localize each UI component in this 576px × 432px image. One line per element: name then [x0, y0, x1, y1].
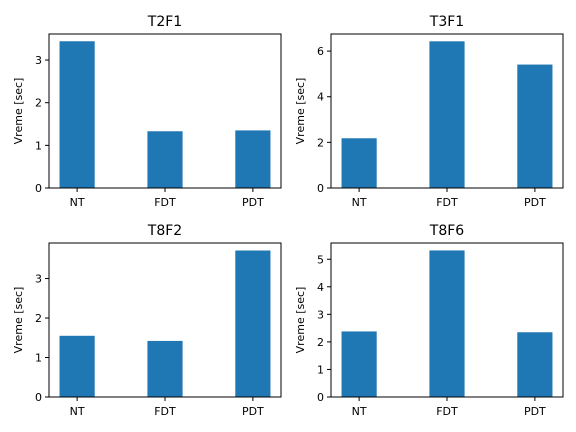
x-tick-label: PDT	[242, 405, 264, 418]
x-tick-label: FDT	[436, 196, 458, 209]
x-tick-label: NT	[352, 196, 367, 209]
bar-fdt	[429, 41, 465, 189]
y-tick-label: 2	[35, 312, 42, 325]
y-tick-label: 0	[35, 182, 42, 195]
y-axis-label: Vreme [sec]	[294, 78, 307, 145]
bar-nt	[341, 138, 377, 188]
y-tick-label: 3	[35, 54, 42, 67]
y-axis-label: Vreme [sec]	[294, 287, 307, 354]
y-tick-label: 1	[317, 363, 324, 376]
bar-nt	[59, 41, 95, 189]
x-tick-label: FDT	[436, 405, 458, 418]
y-tick-label: 2	[317, 336, 324, 349]
bar-nt	[59, 335, 95, 397]
y-tick-label: 3	[35, 273, 42, 286]
y-tick-label: 1	[35, 139, 42, 152]
x-tick-label: FDT	[154, 196, 176, 209]
bar-pdt	[235, 130, 271, 188]
subplot-4: T8F6 NT FDT PDT 0 1 2 3 4 5 Vreme [sec]	[294, 223, 564, 418]
y-tick-label: 0	[317, 182, 324, 195]
bar-pdt	[235, 250, 271, 397]
y-tick-label: 4	[317, 281, 324, 294]
y-tick-label: 0	[35, 391, 42, 404]
y-tick-label: 5	[317, 253, 324, 266]
bar-pdt	[517, 64, 553, 188]
y-tick-label: 3	[317, 308, 324, 321]
y-tick-label: 0	[317, 391, 324, 404]
x-tick-label: NT	[70, 196, 85, 209]
subplot-title: T8F2	[147, 223, 182, 239]
y-tick-label: 2	[35, 97, 42, 110]
subplot-2: T3F1 NT FDT PDT 0 2 4 6 Vreme [sec]	[294, 14, 564, 209]
x-tick-label: PDT	[242, 196, 264, 209]
subplot-title: T8F6	[429, 223, 465, 239]
subplot-title: T3F1	[429, 14, 464, 30]
y-tick-label: 2	[317, 136, 324, 149]
subplot-title: T2F1	[147, 14, 182, 30]
y-tick-label: 1	[35, 352, 42, 365]
y-tick-label: 6	[317, 45, 324, 58]
x-tick-label: NT	[352, 405, 367, 418]
x-tick-label: NT	[70, 405, 85, 418]
x-tick-label: FDT	[154, 405, 176, 418]
y-tick-label: 4	[317, 91, 324, 104]
x-tick-label: PDT	[524, 405, 546, 418]
bar-fdt	[429, 250, 465, 397]
y-axis-label: Vreme [sec]	[12, 287, 25, 354]
bar-pdt	[517, 332, 553, 397]
subplot-3: T8F2 NT FDT PDT 0 1 2 3 Vreme [sec]	[12, 223, 282, 418]
y-axis-label: Vreme [sec]	[12, 78, 25, 145]
x-tick-label: PDT	[524, 196, 546, 209]
bar-fdt	[147, 131, 183, 188]
bar-fdt	[147, 340, 183, 397]
subplot-1: T2F1 NT FDT PDT 0 1 2 3 Vreme [sec]	[12, 14, 282, 209]
bar-nt	[341, 331, 377, 397]
